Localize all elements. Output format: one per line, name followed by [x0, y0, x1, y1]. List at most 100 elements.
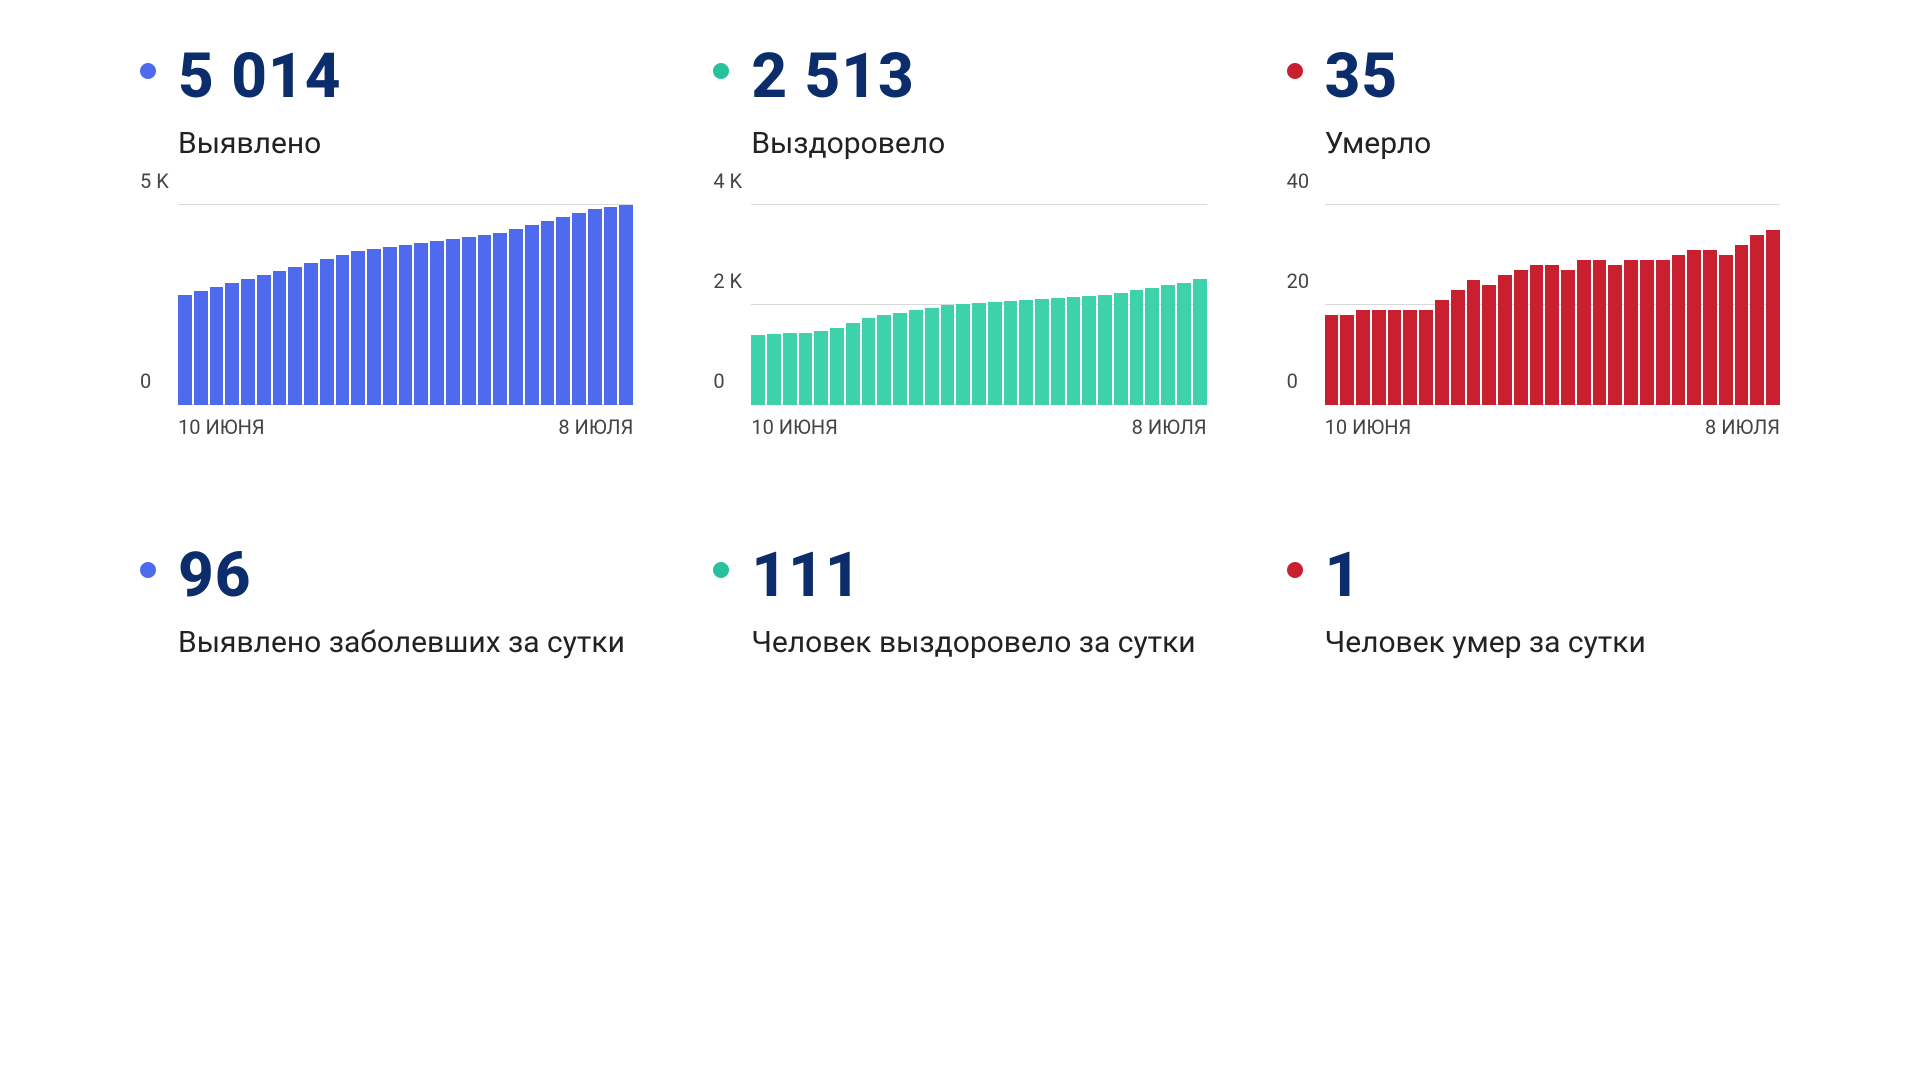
bar [1467, 280, 1481, 405]
bar [210, 287, 224, 405]
stat-header: 2 513 [713, 40, 1206, 113]
bar [1419, 310, 1433, 405]
bar [336, 255, 350, 405]
bar [1403, 310, 1417, 405]
bar [1372, 310, 1386, 405]
bar [178, 295, 192, 405]
bar [1435, 300, 1449, 405]
bar [1098, 295, 1112, 405]
bar [1545, 265, 1559, 405]
bar [1577, 260, 1591, 405]
y-tick-label: 4 K [713, 169, 742, 193]
stat-label: Выявлено заболевших за сутки [178, 622, 633, 664]
bar [846, 323, 860, 406]
stat-value: 96 [178, 539, 252, 612]
daily-panel-recovered: 111 Человек выздоровело за сутки [713, 539, 1206, 704]
dot-icon [140, 562, 156, 578]
bar [1624, 260, 1638, 405]
y-tick-label: 2 K [713, 269, 742, 293]
bar [446, 239, 460, 405]
stat-label: Умерло [1325, 123, 1780, 165]
bar [288, 267, 302, 405]
bar [1067, 297, 1081, 405]
bar [1640, 260, 1654, 405]
bar [478, 235, 492, 405]
y-tick-label: 0 [713, 369, 724, 393]
stat-header: 96 [140, 539, 633, 612]
bar [273, 271, 287, 405]
bar [830, 328, 844, 406]
dot-icon [713, 562, 729, 578]
stats-row: 5 014 Выявлено 0 5 K 10 ИЮНЯ 8 ИЮЛЯ 2 513… [140, 40, 1780, 439]
bar [956, 304, 970, 405]
bar [399, 245, 413, 405]
bar [320, 259, 334, 405]
bar [1482, 285, 1496, 405]
stat-value: 111 [751, 539, 861, 612]
bar [1719, 255, 1733, 405]
bar [893, 313, 907, 406]
bar [988, 302, 1002, 405]
bar [509, 229, 523, 405]
bar [1656, 260, 1670, 405]
bar [462, 237, 476, 405]
bar [862, 318, 876, 406]
bar [1703, 250, 1717, 405]
bar [1672, 255, 1686, 405]
bar [1114, 293, 1128, 406]
x-start-label: 10 ИЮНЯ [178, 415, 265, 439]
bar [414, 243, 428, 405]
bar [588, 209, 602, 405]
chart-deaths: 02040 10 ИЮНЯ 8 ИЮЛЯ [1287, 205, 1780, 439]
stat-label: Выздоровело [751, 123, 1206, 165]
bar [1130, 290, 1144, 405]
bar [225, 283, 239, 405]
x-start-label: 10 ИЮНЯ [1325, 415, 1412, 439]
bar [1161, 285, 1175, 405]
bar [556, 217, 570, 405]
x-axis-labels: 10 ИЮНЯ 8 ИЮЛЯ [751, 415, 1206, 439]
bar [814, 331, 828, 405]
bar [1530, 265, 1544, 405]
x-axis-labels: 10 ИЮНЯ 8 ИЮЛЯ [1325, 415, 1780, 439]
bar [1145, 288, 1159, 406]
bar [1177, 283, 1191, 406]
bar [877, 315, 891, 405]
bar [1035, 299, 1049, 405]
x-end-label: 8 ИЮЛЯ [1705, 415, 1780, 439]
y-tick-label: 40 [1287, 169, 1309, 193]
bars-container [751, 205, 1206, 405]
stat-label: Человек умер за сутки [1325, 622, 1780, 664]
bar [1766, 230, 1780, 405]
bar [1004, 301, 1018, 405]
stat-header: 1 [1287, 539, 1780, 612]
bar [525, 225, 539, 405]
daily-panel-detected: 96 Выявлено заболевших за сутки [140, 539, 633, 704]
bar [1514, 270, 1528, 405]
y-tick-label: 5 K [140, 169, 169, 193]
bar [751, 335, 765, 405]
bar [351, 251, 365, 405]
y-tick-label: 20 [1287, 269, 1309, 293]
bar [1388, 310, 1402, 405]
bar [194, 291, 208, 405]
x-axis-labels: 10 ИЮНЯ 8 ИЮЛЯ [178, 415, 633, 439]
x-start-label: 10 ИЮНЯ [751, 415, 838, 439]
bar [241, 279, 255, 405]
bar [1193, 279, 1207, 405]
daily-panel-deaths: 1 Человек умер за сутки [1287, 539, 1780, 704]
stat-value: 35 [1325, 40, 1399, 113]
bar [367, 249, 381, 405]
bar [430, 241, 444, 405]
bar [604, 207, 618, 405]
bar [1051, 298, 1065, 405]
bar [619, 205, 633, 405]
bar [783, 333, 797, 405]
dot-icon [140, 63, 156, 79]
stat-header: 5 014 [140, 40, 633, 113]
bar [1593, 260, 1607, 405]
bar [1356, 310, 1370, 405]
bar [909, 310, 923, 405]
stat-label: Выявлено [178, 123, 633, 165]
stat-label: Человек выздоровело за сутки [751, 622, 1206, 664]
